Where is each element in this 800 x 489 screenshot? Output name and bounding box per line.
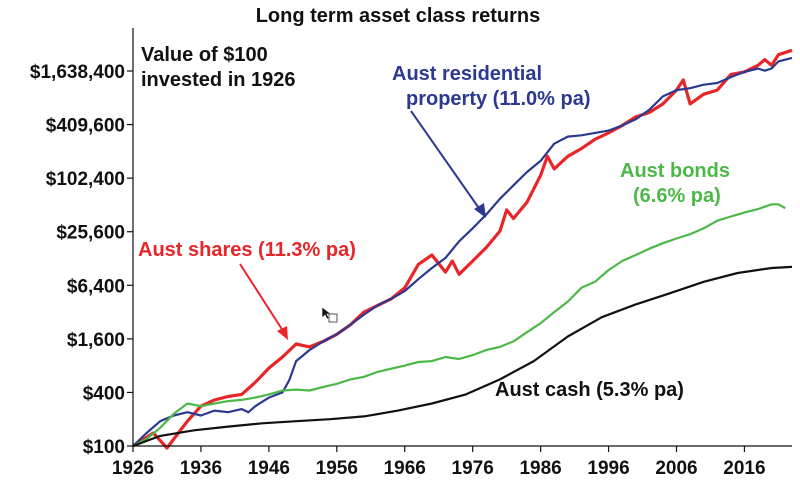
y-tick-label: $102,400 [46,169,125,190]
x-tick-label: 1936 [180,458,222,479]
bonds-label-line-2: (6.6% pa) [633,185,721,207]
property-arrowhead [474,203,486,218]
x-tick-label: 1986 [519,458,561,479]
y-tick-label: $400 [83,383,125,404]
aust-shares-line [132,48,793,450]
x-tick-label: 1946 [248,458,290,479]
shares-label: Aust shares (11.3% pa) [138,239,356,261]
aust-bonds-line [132,203,786,447]
x-tick-label: 1926 [112,458,154,479]
x-tick-label: 1956 [316,458,358,479]
value-note-line-2: invested in 1926 [141,69,296,91]
cash-label: Aust cash (5.3% pa) [495,379,684,401]
property-label: Aust residential property (11.0% pa) [392,63,591,110]
value-note: Value of $100 invested in 1926 [141,44,296,91]
aust-cash-line [132,265,793,448]
y-ticks: $100 $400 $1,600 $6,400 $25,600 $102,400 $409,… [30,62,133,458]
y-tick-label: $6,400 [67,276,125,297]
property-label-line-1: Aust residential [392,63,542,85]
property-label-line-2: property (11.0% pa) [406,88,591,110]
y-tick-label: $1,600 [67,330,125,351]
series-layer [132,48,793,450]
x-tick-label: 2006 [655,458,697,479]
y-tick-label: $1,638,400 [30,62,125,83]
value-note-line-1: Value of $100 [141,44,268,66]
shares-arrowhead [277,326,288,340]
x-tick-label: 1976 [452,458,494,479]
x-tick-label: 1996 [587,458,629,479]
y-tick-label: $25,600 [56,223,125,244]
x-ticks: 1926 1936 1946 1956 1966 1976 1986 1996 2006 2016 [112,446,766,479]
chart-title: Long term asset class returns [256,5,541,27]
y-tick-label: $100 [83,437,125,458]
bonds-label: Aust bonds (6.6% pa) [620,160,736,207]
aust-residential-property-line [132,56,793,447]
property-arrow [410,110,484,215]
y-tick-label: $409,600 [46,116,125,137]
shares-arrow [239,263,286,335]
bonds-label-line-1: Aust bonds [620,160,730,182]
x-tick-label: 2016 [723,458,765,479]
mouse-cursor-icon [321,306,338,323]
x-tick-label: 1966 [384,458,426,479]
